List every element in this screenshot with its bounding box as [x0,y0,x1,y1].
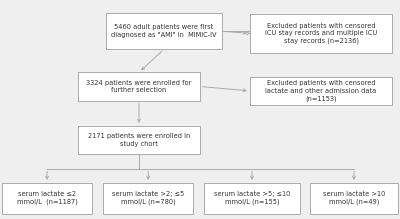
Text: 5460 adult patients were first
diagnosed as "AMI" in  MIMIC-IV: 5460 adult patients were first diagnosed… [111,25,217,38]
Text: Excluded patients with censored
ICU stay records and multiple ICU
stay records (: Excluded patients with censored ICU stay… [265,23,377,44]
FancyBboxPatch shape [106,13,222,49]
Text: 2171 patients were enrolled in
study chort: 2171 patients were enrolled in study cho… [88,133,190,147]
FancyBboxPatch shape [78,126,200,154]
Text: serum lactate >10
mmol/L (n=49): serum lactate >10 mmol/L (n=49) [323,191,385,205]
FancyBboxPatch shape [2,183,92,214]
Text: Excluded patients with censored
lactate and other admission data
(n=1153): Excluded patients with censored lactate … [265,80,377,102]
FancyBboxPatch shape [250,14,392,53]
FancyBboxPatch shape [250,77,392,105]
Text: serum lactate >2; ≤5
mmol/L (n=780): serum lactate >2; ≤5 mmol/L (n=780) [112,191,184,205]
FancyBboxPatch shape [103,183,193,214]
FancyBboxPatch shape [204,183,300,214]
Text: serum lactate ≤2
mmol/L  (n=1187): serum lactate ≤2 mmol/L (n=1187) [16,191,78,205]
FancyBboxPatch shape [310,183,398,214]
Text: 3324 patients were enrolled for
further selection: 3324 patients were enrolled for further … [86,80,192,93]
Text: serum lactate >5; ≤10
mmol/L (n=155): serum lactate >5; ≤10 mmol/L (n=155) [214,191,290,205]
FancyBboxPatch shape [78,72,200,101]
